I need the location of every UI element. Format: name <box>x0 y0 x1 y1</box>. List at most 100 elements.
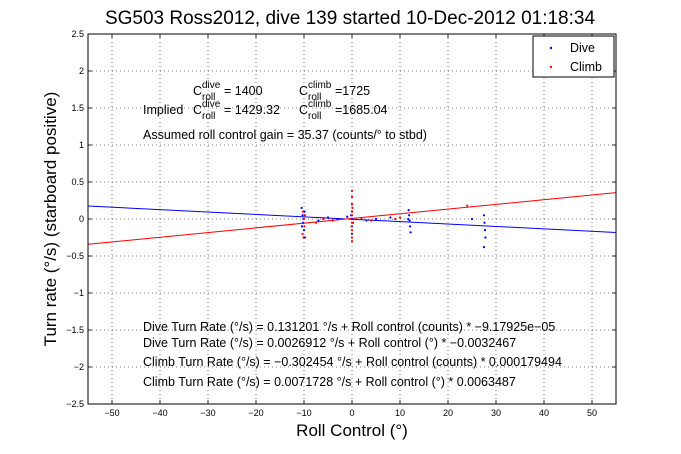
c-climb-sub: roll <box>308 92 321 103</box>
dive-point <box>407 209 410 212</box>
climb-point <box>370 219 373 222</box>
climb-point <box>350 221 354 224</box>
dive-point <box>300 206 303 209</box>
c-climb-sup: climb <box>308 80 332 91</box>
x-tick-label: 30 <box>491 408 501 418</box>
c-dive-value: = 1400 <box>224 84 263 98</box>
implied-dive-value: = 1429.32 <box>224 103 280 117</box>
y-tick-label: 1 <box>79 140 84 150</box>
dive-point <box>409 231 412 234</box>
x-tick-labels: −50 −40 −30 −20 −10 0 10 20 30 40 50 <box>104 408 597 418</box>
implied-climb-value: =1685.04 <box>335 103 388 117</box>
fit-equation-1: Dive Turn Rate (°/s) = 0.131201 °/s + Ro… <box>143 320 555 334</box>
climb-point <box>360 217 363 221</box>
x-tick-label: 40 <box>539 408 549 418</box>
y-tick-label: 2 <box>79 66 84 76</box>
fit-equation-2: Dive Turn Rate (°/s) = 0.0026912 °/s + R… <box>143 336 516 350</box>
dive-point <box>483 229 487 232</box>
y-tick-label: −1.5 <box>66 325 84 335</box>
fit-equation-4: Climb Turn Rate (°/s) = 0.0071728 °/s + … <box>143 375 516 389</box>
dive-point <box>336 217 339 221</box>
x-tick-label: 10 <box>395 408 405 418</box>
legend-dive-marker <box>549 46 553 50</box>
dive-point <box>350 217 354 221</box>
legend-climb-label: Climb <box>570 60 602 74</box>
x-tick-label: −30 <box>200 408 215 418</box>
dive-point <box>326 216 330 219</box>
dive-point <box>374 217 378 221</box>
climb-point <box>351 206 354 209</box>
legend-dive-label: Dive <box>570 41 595 55</box>
climb-point <box>350 225 353 228</box>
implied-climb-sub: roll <box>308 111 321 122</box>
annotation-c-climb: C climb roll =1725 <box>299 80 370 103</box>
annotation-c-dive: C dive roll = 1400 <box>193 80 263 103</box>
climb-point <box>331 219 334 222</box>
y-tick-label: 2.5 <box>71 29 84 39</box>
climb-point <box>322 217 325 221</box>
climb-point <box>301 232 304 235</box>
legend: Dive Climb <box>532 35 615 78</box>
climb-point <box>394 217 397 221</box>
dive-point <box>408 219 411 222</box>
implied-climb-sup: climb <box>308 99 332 110</box>
x-tick-label: 20 <box>443 408 453 418</box>
y-tick-label: 0.5 <box>71 177 84 187</box>
y-tick-label: 0 <box>79 214 84 224</box>
x-tick-label: 50 <box>587 408 597 418</box>
climb-point <box>303 225 306 228</box>
dive-point <box>482 246 486 249</box>
climb-point <box>350 210 354 213</box>
implied-prefix: Implied <box>143 103 183 117</box>
implied-dive-main: C <box>193 103 202 117</box>
dive-point <box>301 214 304 217</box>
dive-point <box>407 217 410 221</box>
plot-frame <box>87 33 617 405</box>
legend-box <box>532 35 615 78</box>
c-dive-sub: roll <box>202 92 215 103</box>
fit-equation-3: Climb Turn Rate (°/s) = −0.302454 °/s + … <box>143 355 562 369</box>
dive-point <box>365 219 368 222</box>
dive-point <box>346 215 349 218</box>
x-tick-label: −40 <box>152 408 167 418</box>
y-tick-label: 1.5 <box>71 103 84 113</box>
climb-point <box>350 236 354 239</box>
y-tick-label: −2 <box>74 362 84 372</box>
dive-point <box>482 214 486 217</box>
implied-dive-sup: dive <box>202 99 221 110</box>
y-tick-label: −0.5 <box>66 251 84 261</box>
x-tick-label: 0 <box>349 408 354 418</box>
c-climb-main: C <box>299 84 308 98</box>
x-tick-label: −50 <box>104 408 119 418</box>
climb-point <box>398 216 402 219</box>
climb-point <box>350 195 354 198</box>
dive-point <box>408 214 411 217</box>
climb-point <box>350 229 354 232</box>
y-axis-label: Turn rate (°/s) (starboard positive) <box>41 92 60 347</box>
y-tick-label: −1 <box>74 288 84 298</box>
climb-point <box>350 240 354 243</box>
dive-point <box>483 221 486 224</box>
y-tick-labels: 2.5 2 1.5 1 0.5 0 −0.5 −1 −1.5 −2 −2.5 <box>66 29 84 409</box>
climb-point <box>350 189 354 192</box>
climb-point <box>466 204 469 207</box>
dive-point <box>389 216 392 219</box>
roll-gain-annotation: Assumed roll control gain = 35.37 (count… <box>143 128 427 142</box>
climb-point <box>303 214 307 217</box>
legend-climb-marker <box>549 65 553 69</box>
x-tick-label: −20 <box>248 408 263 418</box>
y-tick-label: −2.5 <box>66 399 84 409</box>
dive-point <box>408 225 412 228</box>
climb-point <box>350 214 354 217</box>
dive-point <box>301 221 305 224</box>
dive-point <box>350 232 354 235</box>
c-dive-sup: dive <box>202 80 221 91</box>
dive-point <box>470 217 474 221</box>
climb-point <box>350 203 354 206</box>
dive-point <box>484 236 487 239</box>
implied-climb-main: C <box>299 103 308 117</box>
c-dive-main: C <box>193 84 202 98</box>
dive-point <box>302 229 306 232</box>
dive-point <box>317 219 320 222</box>
